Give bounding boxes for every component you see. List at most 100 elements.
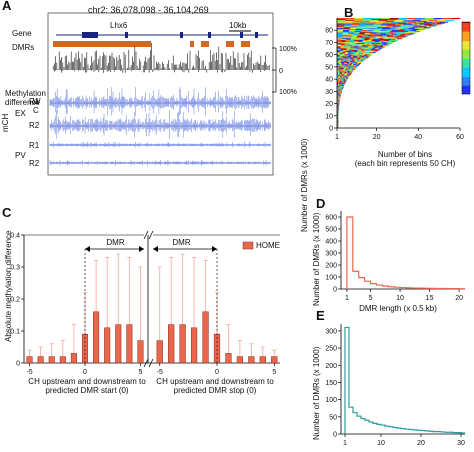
panel-a-tracks xyxy=(47,12,277,176)
panel-c-legend-label: HOME xyxy=(256,241,280,250)
panel-c-right-xtick-label-2: 5 xyxy=(272,369,276,376)
dmr-block-5 xyxy=(241,41,250,47)
pv-label: PV xyxy=(15,151,26,160)
panel-e-xtick-label-2: 20 xyxy=(417,440,425,447)
panel-c-right-bar-1 xyxy=(168,324,175,364)
gene-exon-6 xyxy=(255,32,258,38)
w-strand-label: W xyxy=(33,97,41,106)
gene-exon-3 xyxy=(180,32,183,38)
dmr-block-3 xyxy=(201,41,209,47)
panel-c-left-bar-8 xyxy=(115,324,122,364)
panel-d-ytick-label-6: 600 xyxy=(325,215,337,222)
panel-b-ylabel: Number of DMRs (x 1000) xyxy=(300,138,309,232)
gene-track-label: Gene xyxy=(12,29,32,38)
panel-d-ytick-label-0: 0 xyxy=(333,287,337,294)
panel-d-ytick-label-5: 500 xyxy=(325,227,337,234)
panel-e-ytick-label-5: 250 xyxy=(325,346,337,353)
panel-letter-d: D xyxy=(316,196,326,211)
ex-label: EX xyxy=(15,109,26,118)
panel-b-ytick-label-4: 40 xyxy=(325,77,333,84)
pct-zero: 0 xyxy=(279,68,283,75)
panel-d-xtick-label-2: 10 xyxy=(396,295,404,302)
scale-bar-label: 10kb xyxy=(229,21,247,30)
panel-letter-c: C xyxy=(2,205,12,220)
panel-c-xlabel-right-1: CH upstream and downstream to xyxy=(156,377,274,386)
panel-e-xtick-label-0: 1 xyxy=(343,440,347,447)
panel-c-left-xtick-label-2: 5 xyxy=(139,369,143,376)
panel-c-chart: 0 0.1 0.2 0.3 0.4 -5 0 5 -5 0 5 DMR DMR HOME xyxy=(10,230,280,376)
panel-b-ytick-label-0: 0 xyxy=(329,126,333,133)
panel-b-xtick-label-1: 20 xyxy=(373,134,381,141)
panel-a-frame xyxy=(47,12,274,176)
panel-c-left-bar-0 xyxy=(26,356,33,364)
panel-c-ytick-label-0: 0 xyxy=(16,361,20,368)
panel-b-chart: 0 10 20 30 40 50 60 70 80 1 20 40 60 xyxy=(325,17,471,141)
mch-tracks xyxy=(49,87,271,166)
panel-e-ytick-label-3: 150 xyxy=(325,380,337,387)
dmrs-track-label: DMRs xyxy=(12,43,35,52)
pv-r1-label: R1 xyxy=(29,141,40,150)
panel-c-top-break xyxy=(143,230,149,240)
panel-b-ytick-label-1: 10 xyxy=(325,113,333,120)
panel-b-ytick-label-7: 70 xyxy=(325,40,333,47)
panel-c-right-bar-6 xyxy=(225,353,232,364)
panel-c-right-xtick-label-0: -5 xyxy=(157,369,163,376)
panel-e-ytick-label-2: 100 xyxy=(325,397,337,404)
panel-c-axis-break xyxy=(143,358,149,368)
panel-c-xlabel-left-1: CH upstream and downstream to xyxy=(28,377,146,386)
gene-exon-1 xyxy=(82,32,98,38)
panel-b-xtick-label-3: 60 xyxy=(456,134,464,141)
panel-b-ytick-label-2: 20 xyxy=(325,101,333,108)
ex-r1-label: R1 xyxy=(29,97,40,106)
panel-e-ytick-label-6: 300 xyxy=(325,328,337,335)
panel-letter-b: B xyxy=(344,5,354,20)
dmr-block-4 xyxy=(226,41,234,47)
pct-bottom: 100% xyxy=(279,89,297,96)
panel-c-right-bar-4 xyxy=(202,311,209,364)
pv-r2-label: R2 xyxy=(29,159,40,168)
ex-r2-label: R2 xyxy=(29,121,40,130)
gene-exon-5 xyxy=(240,32,243,38)
panel-d-ytick-label-2: 200 xyxy=(325,263,337,270)
panel-b-ytick-label-6: 60 xyxy=(325,52,333,59)
panel-e-xtick-label-1: 10 xyxy=(377,440,385,447)
panel-c-right-bar-2 xyxy=(179,324,186,364)
panel-c-ytick-label-2: 0.2 xyxy=(10,297,20,304)
panel-c-xlabel-right-2: predicted DMR stop (0) xyxy=(173,386,257,395)
panel-b-xlabel-2: (each bin represents 50 CH) xyxy=(354,159,456,168)
panel-letter-e: E xyxy=(316,308,325,323)
panel-c-right-xtick-label-1: 0 xyxy=(215,369,219,376)
dmr-block-2 xyxy=(190,41,194,47)
panel-c-left-xtick-label-0: -5 xyxy=(26,369,32,376)
methdiff-label-line1: Methylation xyxy=(5,89,46,98)
panel-c-right-bar-9 xyxy=(259,356,266,364)
methdiff-label-line2: difference xyxy=(5,98,40,107)
panel-c-left-bar-10 xyxy=(137,340,144,364)
dmr-block-1 xyxy=(53,41,151,47)
c-strand-label: C xyxy=(33,106,39,115)
pct-top: 100% xyxy=(279,46,297,53)
panel-b-ytick-label-3: 30 xyxy=(325,89,333,96)
panel-c-left-bar-4 xyxy=(70,353,77,364)
panel-d-xtick-label-1: 5 xyxy=(369,295,373,302)
panel-c-ytick-label-4: 0.4 xyxy=(10,233,20,240)
panel-c-legend-swatch xyxy=(242,241,254,250)
panel-d-ytick-label-1: 100 xyxy=(325,275,337,282)
panel-c-right-bar-7 xyxy=(236,356,244,364)
panel-e-xtick-label-3: 30 xyxy=(457,440,465,447)
panel-c-xlabel-left-2: predicted DMR start (0) xyxy=(45,386,129,395)
panel-d-xtick-label-4: 20 xyxy=(455,295,463,302)
panel-c-dmr-left-label: DMR xyxy=(106,238,124,247)
panel-d-xtick-label-3: 15 xyxy=(426,295,434,302)
panel-c-right-bar-10 xyxy=(271,356,278,364)
panel-c-right-bar-8 xyxy=(248,356,255,364)
panel-c-left-bar-7 xyxy=(104,327,111,364)
gene-name: Lhx6 xyxy=(110,21,128,30)
panel-c-left-bar-2 xyxy=(48,356,55,364)
panel-c-dmr-right-label: DMR xyxy=(172,238,190,247)
panel-c-right-bar-3 xyxy=(190,327,198,364)
panel-e-series-line xyxy=(344,326,465,434)
gene-exon-4 xyxy=(208,32,211,38)
panel-e-chart: 0 50 100 150 200 250 300 1 10 20 30 xyxy=(325,324,465,447)
